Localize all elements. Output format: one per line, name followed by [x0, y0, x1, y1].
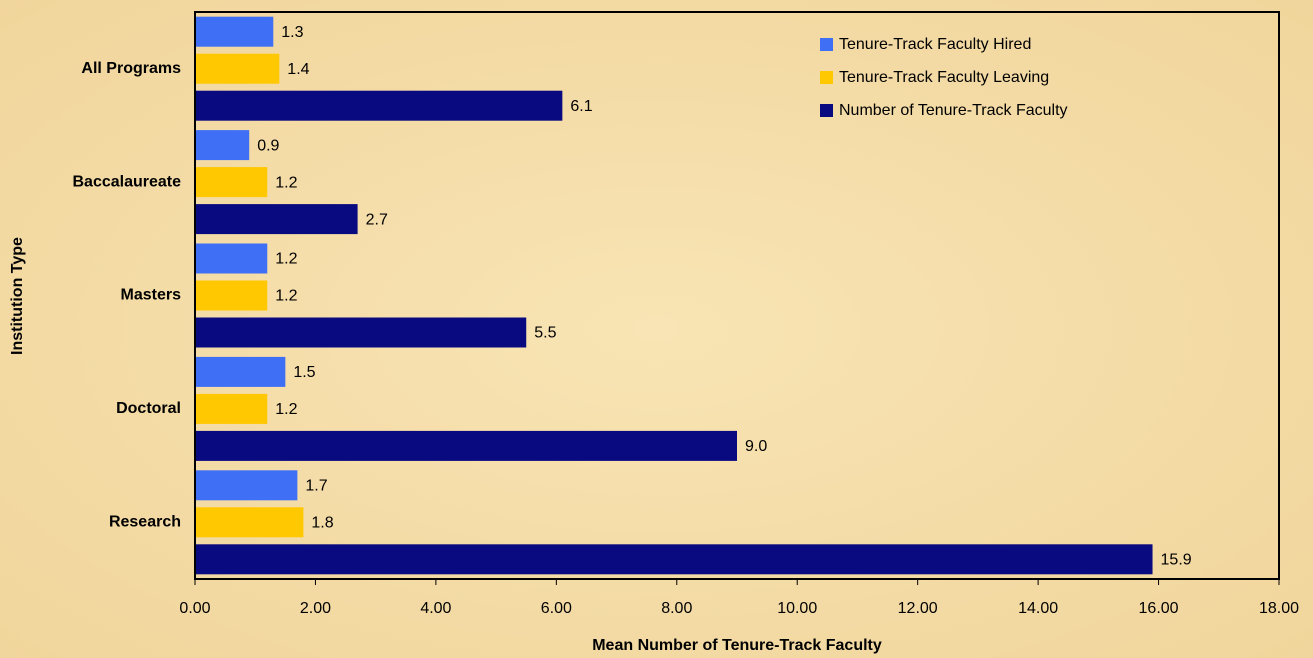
- x-tick-label: 6.00: [541, 600, 572, 617]
- bar: [195, 356, 286, 387]
- bar: [195, 317, 527, 348]
- x-tick-label: 12.00: [898, 600, 938, 617]
- y-tick-label: All Programs: [81, 60, 181, 77]
- bar: [195, 16, 274, 47]
- legend-swatch: [820, 71, 833, 84]
- data-label: 1.5: [293, 364, 315, 381]
- data-label: 1.2: [275, 288, 297, 305]
- x-axis-label: Mean Number of Tenure-Track Faculty: [592, 637, 882, 654]
- legend-label: Tenure-Track Faculty Hired: [839, 36, 1031, 53]
- x-tick-label: 16.00: [1139, 600, 1179, 617]
- bar: [195, 280, 268, 311]
- y-tick-label: Baccalaureate: [72, 173, 181, 190]
- bar: [195, 243, 268, 274]
- bar: [195, 544, 1153, 575]
- legend-label: Tenure-Track Faculty Leaving: [839, 69, 1049, 86]
- data-label: 1.3: [281, 24, 303, 41]
- y-tick-label: Masters: [121, 287, 182, 304]
- bar: [195, 507, 304, 538]
- y-tick-label: Research: [109, 514, 181, 531]
- bar: [195, 130, 250, 161]
- x-tick-label: 4.00: [420, 600, 451, 617]
- bar: [195, 393, 268, 424]
- y-tick-label: Doctoral: [116, 400, 181, 417]
- data-label: 9.0: [745, 438, 767, 455]
- legend-swatch: [820, 104, 833, 117]
- data-label: 1.7: [305, 478, 327, 495]
- data-label: 2.7: [366, 211, 388, 228]
- y-axis-label: Institution Type: [9, 237, 26, 355]
- bar: [195, 167, 268, 198]
- x-tick-label: 0.00: [179, 600, 210, 617]
- plot-frame: [194, 11, 1280, 580]
- bar: [195, 430, 737, 461]
- x-tick-label: 2.00: [300, 600, 331, 617]
- legend-swatch: [820, 38, 833, 51]
- x-tick-label: 8.00: [661, 600, 692, 617]
- x-tick-label: 14.00: [1018, 600, 1058, 617]
- data-label: 0.9: [257, 137, 279, 154]
- bar: [195, 470, 298, 501]
- x-tick-label: 10.00: [777, 600, 817, 617]
- data-label: 1.2: [275, 251, 297, 268]
- bar: [195, 204, 358, 235]
- legend-label: Number of Tenure-Track Faculty: [839, 102, 1068, 119]
- data-label: 1.2: [275, 401, 297, 418]
- data-label: 1.8: [311, 515, 333, 532]
- bar: [195, 53, 280, 84]
- data-label: 1.4: [287, 61, 309, 78]
- data-label: 1.2: [275, 174, 297, 191]
- x-tick-label: 18.00: [1259, 600, 1299, 617]
- bar: [195, 90, 563, 121]
- data-label: 6.1: [570, 98, 592, 115]
- data-label: 5.5: [534, 325, 556, 342]
- data-label: 15.9: [1161, 552, 1192, 569]
